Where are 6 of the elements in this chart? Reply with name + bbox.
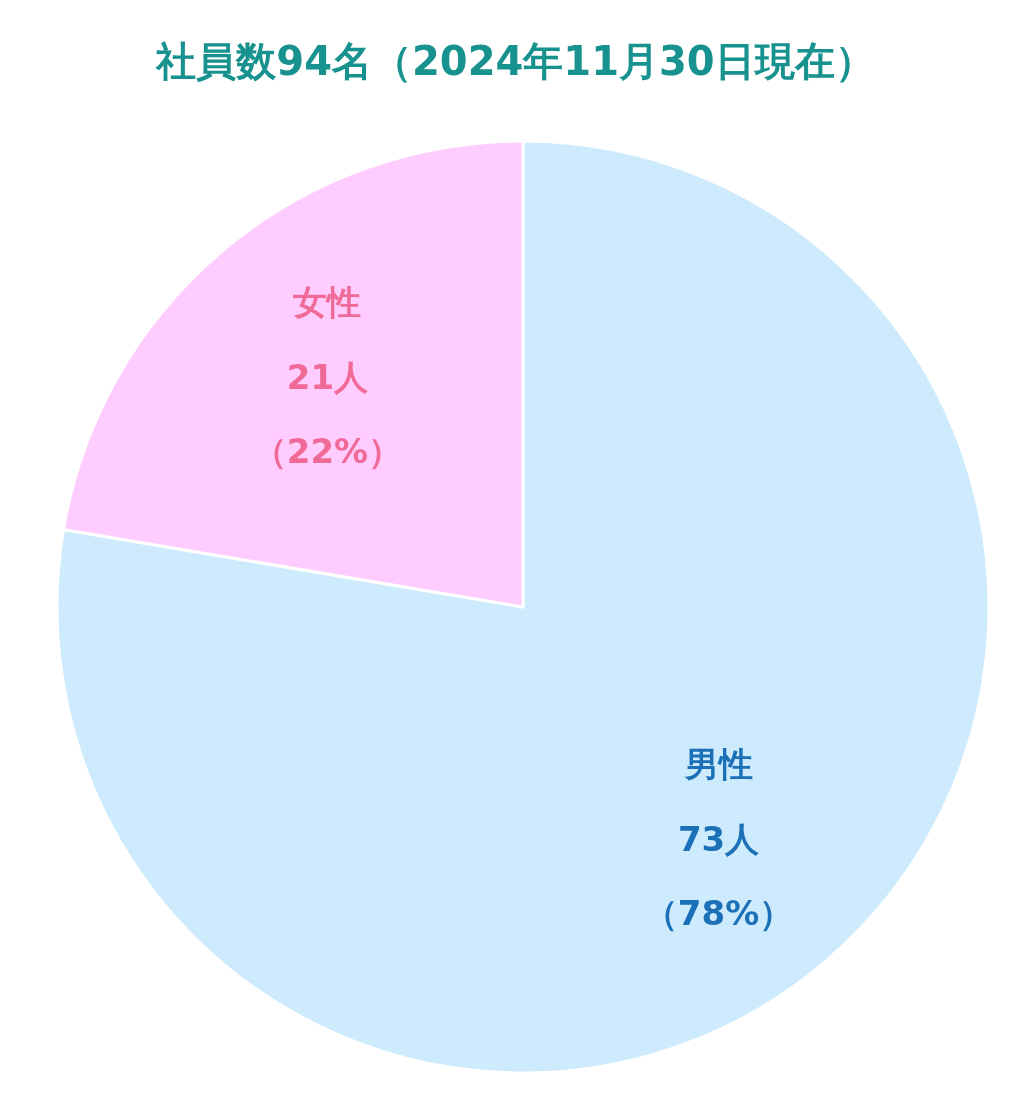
- data-label: 21人（22%）: [252, 355, 403, 473]
- chart-title: 社員数94名（2024年11月30日現在）: [155, 38, 875, 84]
- pie-slice: [55, 139, 991, 1074]
- slice-label: 男性: [683, 744, 753, 785]
- data-label: 73人（78%）: [643, 818, 794, 936]
- slice-label: 女性: [292, 281, 362, 322]
